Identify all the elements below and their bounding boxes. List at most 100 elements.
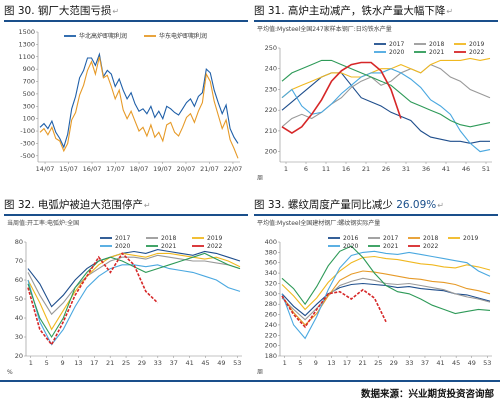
y-tick-label: 100 [23,115,35,123]
y-tick-label: 260 [265,311,277,319]
x-tick-label: 41 [436,359,444,367]
x-tick-label: 14/07 [36,165,55,173]
y-tick-label: 280 [265,300,277,308]
legend-label: 2020 [343,243,358,250]
x-tick-label: 45 [201,359,209,367]
return-mark-icon: ↵ [446,7,454,16]
x-tick-label: 21 [362,165,370,173]
x-tick-label: 11 [322,165,330,173]
legend-label: 2020 [115,243,130,250]
figure-30-chart: 1500 1300 1100 900 700 500 300 100 -100 -300 -500 1… [4,22,248,180]
series-line-2019 [27,252,241,331]
y-tick-label: 230 [265,85,277,93]
y-tick-label: 340 [265,269,277,277]
legend-label: 2019 [469,41,484,48]
y-tick-label: 70 [15,257,23,265]
legend-label: 2018 [161,235,176,242]
legend-label: 2017 [115,235,130,242]
y-tick-label: 40 [15,314,23,322]
y-tick-label: -500 [20,152,35,160]
x-tick-label: 17 [343,359,351,367]
return-mark-icon: ↵ [437,201,444,210]
y-tick-label: 700 [23,78,35,86]
x-tick-label: 17 [90,359,98,367]
figure-31-panel: 图 31. 高炉主动减产，铁水产量大幅下降↵ 平均值:Mysteel全国247家… [254,2,498,186]
y-tick-label: 20 [15,352,23,360]
x-tick-label: 21 [358,359,366,367]
y-tick-label: 320 [265,279,277,287]
legend-label: 2021 [429,49,444,56]
series-line-2017 [27,249,241,308]
x-tick-label: 1 [284,165,288,173]
y-tick-label: 300 [23,102,35,110]
x-tick-label: 49 [468,359,476,367]
figure-33-chart: 平均值:Mysteel全国建材钢厂:螺纹钢实际产量周 400 380 360 340 32… [254,216,498,374]
legend-label: 2022 [423,243,438,250]
legend-label: 华东电炉即期利润 [159,32,207,40]
figure-31-chart: 平均值:Mysteel全国247家样本钢厂:日均铁水产量周 250 240 230 22… [254,22,498,180]
figure-32-panel: 图 32. 电弧炉被迫大范围停产↵ 当周值:开工率:电弧炉:全国% 80 70 60 5… [4,196,248,380]
x-tick-label: 16 [342,165,350,173]
legend-label: 2021 [161,243,176,250]
x-tick-label: 25 [122,359,130,367]
x-tick-label: 9 [60,359,64,367]
data-source: 数据来源：兴业期货投资咨询部 [360,389,494,400]
legend-label: 2022 [469,49,484,56]
x-tick-label: 13 [74,359,82,367]
series-line-2021 [281,59,491,128]
x-tick-label: 41 [442,165,450,173]
y-tick-label: 80 [15,238,23,246]
bottom-divider [0,380,500,382]
x-tick-label: 16/07 [83,165,102,173]
y-tick-label: 1500 [18,28,35,36]
figure-30-title: 图 30. 钢厂大范围亏损↵ [4,2,248,22]
chart-subtitle: 当周值:开工率:电弧炉:全国 [7,219,79,227]
figure-31-number: 图 31. [254,5,285,17]
figure-33-title: 图 33. 螺纹周度产量同比减少 26.09%↵ [254,196,498,216]
x-tick-label: 53 [233,359,241,367]
y-tick-label: -300 [20,139,35,147]
figure-32-title: 图 32. 电弧炉被迫大范围停产↵ [4,196,248,216]
y-tick-label: 180 [265,352,277,360]
unit-label: % [7,369,13,374]
x-tick-label: 26 [382,165,390,173]
x-tick-label: 1 [29,359,33,367]
x-tick-label: 9 [314,359,318,367]
y-tick-label: 250 [265,44,277,52]
return-mark-icon: ↵ [143,201,151,210]
chart-subtitle: 平均值:Mysteel全国建材钢厂:螺纹钢实际产量 [257,219,380,227]
chart-subtitle: 平均值:Mysteel全国247家样本钢厂:日均铁水产量 [257,25,392,33]
figure-33-panel: 图 33. 螺纹周度产量同比减少 26.09%↵ 平均值:Mysteel全国建材… [254,196,498,380]
x-tick-label: 5 [45,359,49,367]
series-line-2019 [281,57,491,99]
profit-chart-svg: 150013001100900700500300100-100-300-5001… [18,28,242,173]
legend-label: 2020 [389,49,404,56]
x-tick-label: 36 [422,165,430,173]
x-tick-label: 13 [327,359,335,367]
figure-32-caption: 电弧炉被迫大范围停产 [37,199,143,211]
unit-label: 周 [257,369,263,374]
y-tick-label: 200 [265,342,277,350]
x-tick-label: 15/07 [59,165,78,173]
y-tick-label: 360 [265,259,277,267]
series-line-2021 [281,245,491,315]
x-tick-label: 6 [304,165,308,173]
series-line-2017 [281,72,490,144]
figure-33-highlight: 26.09% [396,199,437,211]
unit-label: 周 [257,175,263,180]
y-tick-label: 30 [15,333,23,341]
series-line-2022 [281,61,402,134]
x-tick-label: 37 [421,359,429,367]
y-tick-label: 200 [265,148,277,156]
legend-label: 2022 [207,243,222,250]
legend-label: 2018 [423,235,438,242]
y-tick-label: -100 [20,127,35,135]
legend-label: 华北高炉即期利润 [79,32,127,40]
x-tick-label: 51 [482,165,490,173]
legend-label: 2016 [343,235,358,242]
series-line-2022 [281,288,387,329]
legend-label: 2017 [389,41,404,48]
x-tick-label: 31 [402,165,410,173]
x-tick-label: 19/07 [153,165,172,173]
